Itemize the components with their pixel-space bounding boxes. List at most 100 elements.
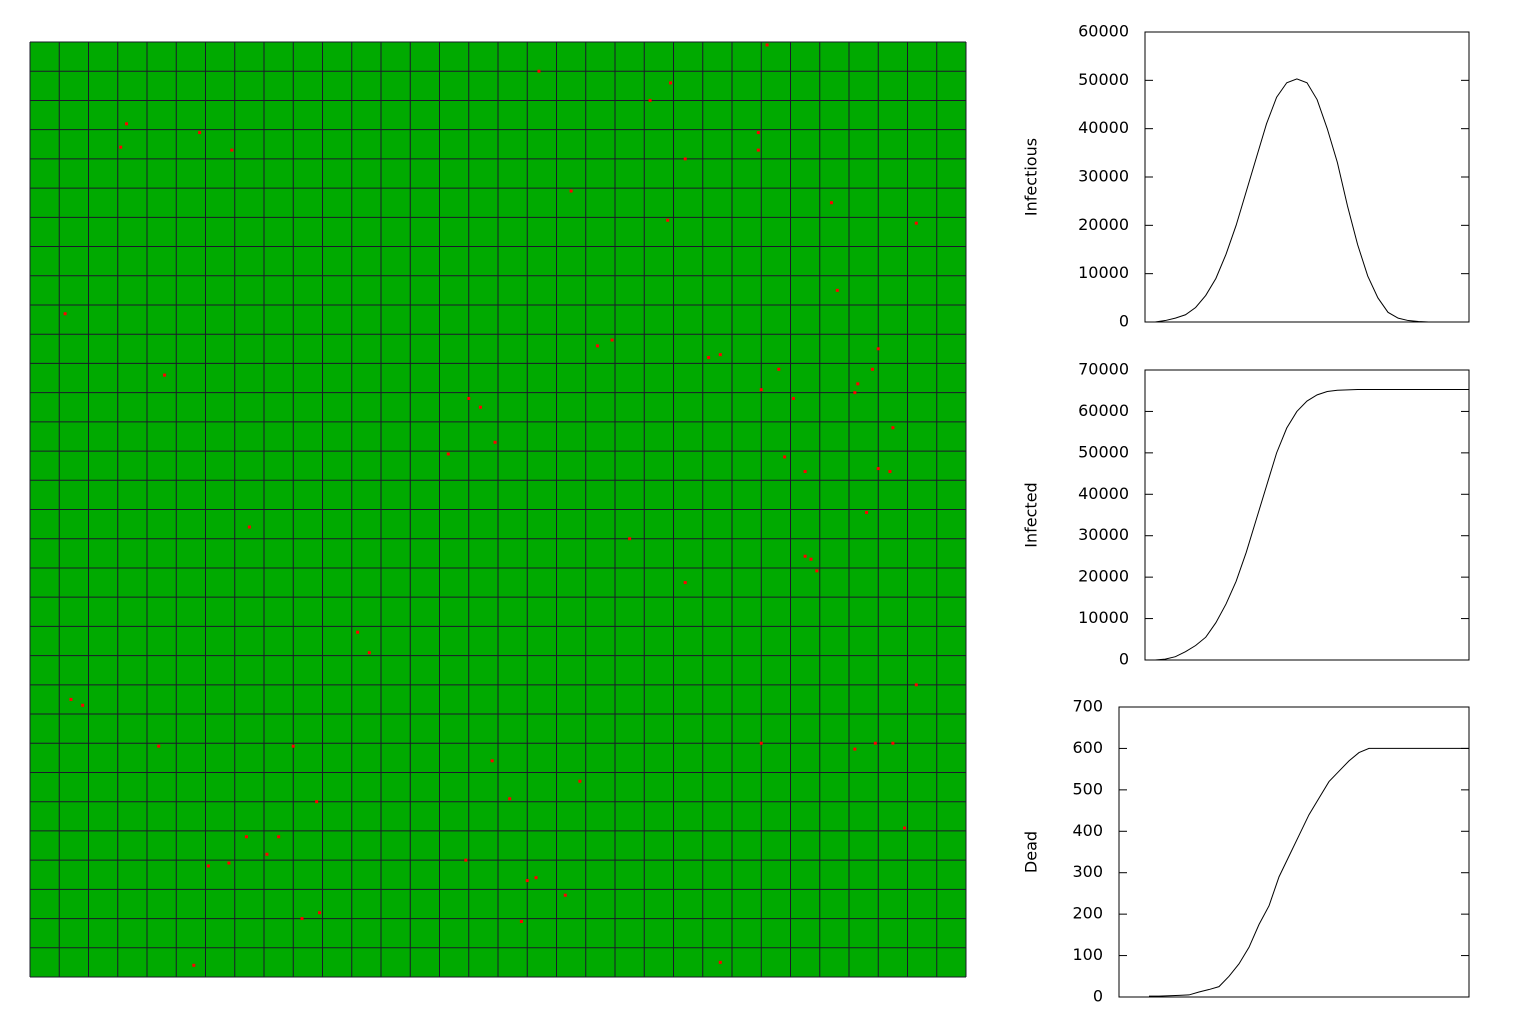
infected-agent	[227, 861, 231, 865]
infected-agent	[756, 131, 760, 135]
infected-agent	[525, 879, 529, 883]
plot-frame	[1144, 369, 1470, 661]
infected-agent	[300, 917, 304, 921]
infected-agent	[669, 81, 673, 85]
infected-agent	[666, 218, 670, 222]
infected-agent	[464, 858, 468, 862]
infected-agent	[119, 145, 123, 149]
infected-agent	[914, 221, 918, 225]
infected-agent	[493, 440, 497, 444]
infected-agent	[891, 426, 895, 430]
infected-agent	[81, 703, 85, 707]
plot-frame	[1118, 706, 1470, 998]
infected-agent	[870, 367, 874, 371]
infected-agent	[876, 467, 880, 471]
infected-agent	[537, 69, 541, 73]
infected-agent	[765, 43, 769, 47]
y-tick-label: 500	[1072, 779, 1103, 798]
infected-agent	[815, 569, 819, 573]
infected-agent	[367, 651, 371, 655]
infected-agent	[856, 382, 860, 386]
infected-agent	[69, 697, 73, 701]
infected-agent	[759, 741, 763, 745]
infected-agent	[446, 452, 450, 456]
infected-agent	[783, 455, 787, 459]
infected-agent	[490, 759, 494, 763]
infected-agent	[467, 396, 471, 400]
infected-agent	[891, 741, 895, 745]
y-tick-label: 10000	[1078, 608, 1129, 627]
infected-agent	[569, 189, 573, 193]
infected-agent	[265, 852, 269, 856]
infected-agent	[163, 373, 167, 377]
infected-agent	[756, 148, 760, 152]
y-axis-label: Infected	[1022, 482, 1041, 547]
infected-agent	[563, 893, 567, 897]
y-tick-label: 300	[1072, 862, 1103, 881]
infected-agent	[578, 779, 582, 783]
y-tick-label: 400	[1072, 821, 1103, 840]
infected-agent	[648, 98, 652, 102]
y-tick-label: 10000	[1078, 263, 1129, 282]
infected-agent	[853, 391, 857, 395]
y-tick-label: 30000	[1078, 525, 1129, 544]
infected-agent	[198, 131, 202, 135]
infected-agent	[809, 557, 813, 561]
y-axis-label: Infectious	[1022, 138, 1041, 216]
infected-agent	[683, 581, 687, 585]
y-tick-label: 30000	[1078, 167, 1129, 186]
y-tick-label: 600	[1072, 738, 1103, 757]
y-axis-label: Dead	[1022, 831, 1041, 873]
infected-agent	[595, 344, 599, 348]
y-tick-label: 0	[1119, 650, 1129, 669]
y-tick-label: 50000	[1078, 442, 1129, 461]
y-tick-label: 20000	[1078, 215, 1129, 234]
infected-agent	[519, 919, 523, 923]
y-tick-label: 200	[1072, 904, 1103, 923]
infected-agent	[206, 864, 210, 868]
y-tick-label: 70000	[1078, 360, 1129, 379]
infected-agent	[244, 835, 248, 839]
series-line	[1145, 388, 1469, 661]
infected-agent	[628, 537, 632, 541]
infected-agent	[247, 525, 251, 529]
infected-agent	[803, 554, 807, 558]
y-tick-label: 40000	[1078, 118, 1129, 137]
series-line	[1149, 747, 1469, 997]
infected-agent	[876, 347, 880, 351]
y-tick-label: 0	[1093, 987, 1103, 1006]
infected-agent	[478, 405, 482, 409]
infected-agent	[718, 960, 722, 964]
infected-agent	[125, 122, 129, 126]
y-tick-label: 60000	[1078, 401, 1129, 420]
plot-frame	[1144, 31, 1470, 323]
infected-agent	[230, 148, 234, 152]
y-tick-label: 40000	[1078, 484, 1129, 503]
infected-agent	[157, 744, 161, 748]
infected-agent	[903, 826, 907, 830]
infected-agent	[508, 797, 512, 801]
infected-agent	[192, 963, 196, 967]
infected-agent	[610, 338, 614, 342]
infected-agent	[718, 353, 722, 357]
infected-agent	[865, 510, 869, 514]
infected-agent	[277, 835, 281, 839]
infected-agent	[707, 356, 711, 360]
infected-agent	[835, 288, 839, 292]
y-tick-label: 50000	[1078, 70, 1129, 89]
infected-agent	[759, 388, 763, 392]
infected-agent	[683, 157, 687, 161]
infected-agent	[914, 683, 918, 687]
infected-agent	[318, 911, 322, 915]
infected-agent	[888, 470, 892, 474]
infected-agent	[63, 312, 67, 316]
infected-agent	[291, 744, 295, 748]
infected-agent	[356, 630, 360, 634]
y-tick-label: 20000	[1078, 567, 1129, 586]
infected-agent	[777, 367, 781, 371]
infected-agent	[315, 800, 319, 804]
series-line	[1145, 78, 1469, 323]
infected-agent	[803, 470, 807, 474]
